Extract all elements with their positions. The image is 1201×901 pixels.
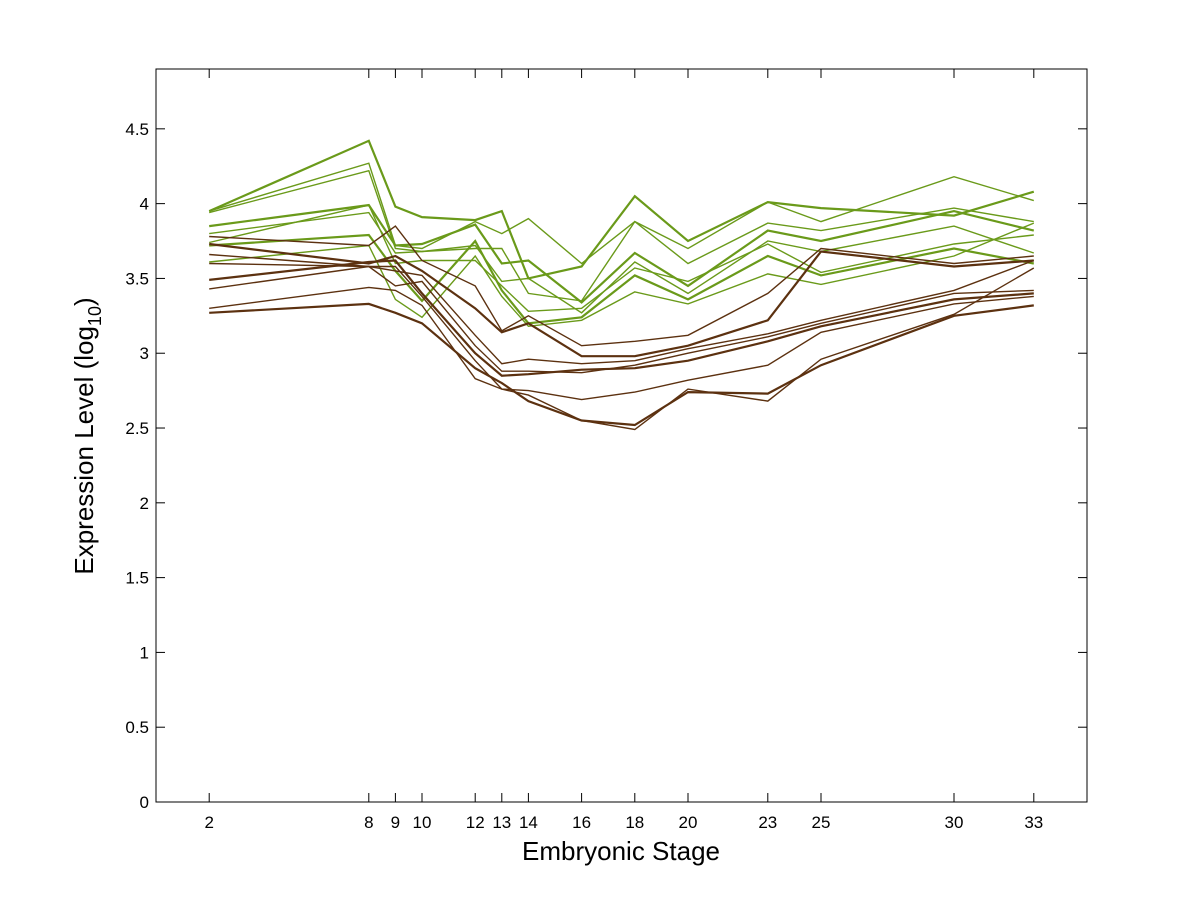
green-series-line (209, 203, 1035, 304)
x-axis-label: Embryonic Stage (522, 836, 720, 866)
y-axis-label-subscript: 10 (85, 306, 105, 326)
y-tick-label: 2.5 (125, 419, 149, 438)
y-tick-label: 4.5 (125, 120, 149, 139)
green-series-line (208, 139, 1035, 280)
x-tick-label: 33 (1024, 813, 1043, 832)
ticks-layer: 0 0.5 1 1.5 2 2.5 3 3.5 4 4.5 2 8 9 10 12 13 14 16 18 20 23 2… (125, 69, 1087, 832)
green-series-line (209, 211, 1035, 314)
brown-series-line (209, 302, 1034, 427)
brown-series-line (209, 265, 1034, 401)
y-axis-label-main: Expression Level (log (69, 326, 99, 575)
y-tick-label: 3 (140, 344, 149, 363)
plot-background (156, 69, 1087, 802)
green-series-line (209, 233, 1035, 325)
y-tick-label: 0 (140, 793, 149, 812)
y-tick-label: 2 (140, 494, 149, 513)
brown-series-line (209, 225, 1034, 347)
y-tick-label: 4 (140, 195, 149, 214)
x-tick-label: 18 (625, 813, 644, 832)
x-tick-label: 9 (391, 813, 400, 832)
brown-series-line (209, 267, 1035, 431)
y-tick-label: 3.5 (125, 269, 149, 288)
x-tick-label: 10 (413, 813, 432, 832)
plot-frame (155, 68, 1088, 803)
y-axis-label-close: ) (69, 297, 99, 306)
green-series-line (209, 169, 1034, 302)
x-tick-label: 12 (466, 813, 485, 832)
x-tick-label: 16 (572, 813, 591, 832)
x-tick-label: 25 (812, 813, 831, 832)
x-tick-label: 14 (519, 813, 538, 832)
brown-series-line (209, 242, 1034, 358)
x-tick-label: 20 (679, 813, 698, 832)
x-tick-label: 23 (758, 813, 777, 832)
y-tick-label: 1.5 (125, 569, 149, 588)
y-tick-label: 0.5 (125, 718, 149, 737)
green-series-line (209, 222, 1035, 328)
x-tick-label: 8 (364, 813, 373, 832)
x-tick-label: 2 (204, 813, 213, 832)
green-series-line (209, 204, 1034, 313)
x-tick-label: 30 (945, 813, 964, 832)
y-tick-label: 1 (140, 643, 149, 662)
y-axis-label: Expression Level (log10) (69, 297, 105, 574)
series-layer (208, 139, 1035, 431)
brown-series-line (209, 259, 1034, 377)
x-tick-label: 13 (492, 813, 511, 832)
